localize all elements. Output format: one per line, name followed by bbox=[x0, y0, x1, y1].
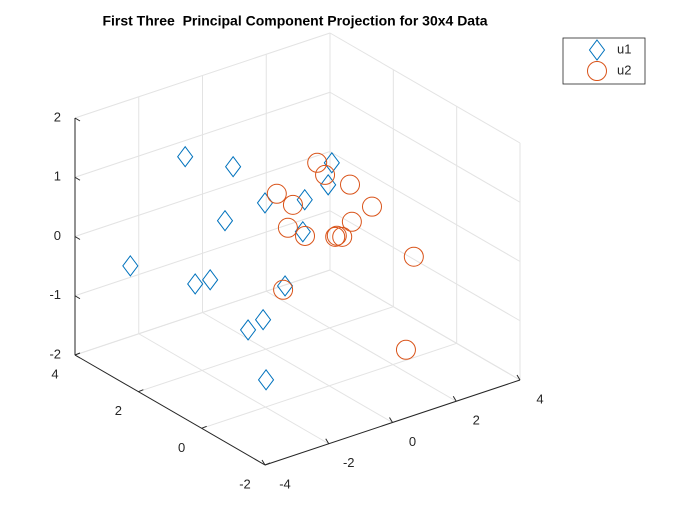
y-tick bbox=[138, 389, 144, 393]
x-tick-label: 2 bbox=[473, 413, 480, 428]
z-tick bbox=[74, 295, 81, 300]
marker-circle bbox=[325, 226, 346, 247]
marker-diamond bbox=[256, 192, 274, 214]
marker-diamond bbox=[224, 155, 242, 178]
marker-circle bbox=[395, 339, 416, 360]
y-tick bbox=[264, 462, 271, 466]
marker-diamond bbox=[177, 145, 194, 168]
z-tick-label: -2 bbox=[49, 346, 61, 361]
grid-line bbox=[201, 342, 457, 429]
x-tick-label: 4 bbox=[536, 391, 543, 406]
marker-diamond bbox=[122, 255, 139, 277]
x-tick-label: -4 bbox=[279, 476, 291, 491]
z-tick-label: 0 bbox=[54, 228, 61, 243]
grid-line bbox=[138, 333, 330, 445]
marker-circle bbox=[587, 61, 607, 81]
marker-circle bbox=[273, 279, 294, 300]
x-tick bbox=[325, 438, 330, 445]
grid-line bbox=[74, 91, 331, 178]
marker-diamond bbox=[257, 369, 275, 391]
z-tick bbox=[74, 176, 81, 181]
marker-circle bbox=[282, 194, 303, 215]
marker-diamond bbox=[202, 269, 219, 291]
grid-line bbox=[329, 32, 521, 144]
marker-diamond bbox=[320, 174, 337, 196]
y-tick-label: 0 bbox=[178, 440, 185, 455]
marker-circle bbox=[295, 225, 316, 246]
z-tick bbox=[74, 236, 81, 240]
marker-diamond bbox=[588, 39, 606, 61]
y-tick-label: 4 bbox=[51, 366, 58, 381]
x-tick-label: 0 bbox=[409, 434, 416, 449]
marker-diamond bbox=[216, 209, 234, 232]
grid-line bbox=[74, 151, 331, 237]
grid-line bbox=[329, 91, 521, 203]
z-tick-label: -1 bbox=[49, 287, 61, 302]
marker-circle bbox=[332, 226, 353, 247]
z-tick-label: 1 bbox=[54, 169, 61, 184]
x-tick bbox=[452, 395, 457, 402]
grid-line bbox=[138, 306, 394, 393]
x-tick bbox=[261, 459, 266, 466]
marker-diamond bbox=[187, 273, 204, 295]
marker-circle bbox=[403, 246, 424, 267]
legend-label: u2 bbox=[617, 62, 631, 77]
grid-line bbox=[265, 290, 457, 402]
grid-line bbox=[329, 151, 521, 262]
marker-diamond bbox=[239, 319, 257, 341]
y-tick bbox=[201, 425, 207, 429]
marker-diamond bbox=[296, 188, 313, 211]
grid-line bbox=[202, 312, 393, 423]
y-tick bbox=[74, 352, 81, 356]
y-axis-line bbox=[74, 354, 266, 466]
marker-circle bbox=[266, 183, 287, 204]
x-tick-label: -2 bbox=[343, 455, 355, 470]
chart-title: First Three Principal Component Projecti… bbox=[102, 13, 487, 29]
marker-circle bbox=[315, 164, 336, 185]
marker-circle bbox=[341, 211, 362, 232]
grid-line bbox=[74, 32, 331, 119]
grid-line bbox=[329, 210, 521, 322]
grid-line bbox=[74, 269, 331, 356]
marker-diamond bbox=[254, 308, 272, 331]
y-tick-label: -2 bbox=[239, 476, 251, 491]
marker-circle bbox=[277, 217, 298, 238]
legend-label: u1 bbox=[617, 41, 631, 56]
marker-diamond bbox=[323, 152, 340, 174]
z-tick-label: 2 bbox=[54, 109, 61, 124]
grid-line bbox=[74, 210, 331, 297]
x-tick bbox=[389, 417, 393, 423]
marker-circle bbox=[362, 196, 382, 217]
marks bbox=[122, 145, 424, 391]
grid-line bbox=[329, 269, 521, 381]
marker-circle bbox=[340, 174, 361, 195]
x-tick bbox=[516, 374, 521, 381]
z-tick bbox=[74, 117, 81, 122]
z-tick bbox=[74, 354, 81, 359]
marker-circle bbox=[307, 152, 328, 173]
legend-box bbox=[562, 37, 646, 85]
axes: -4 -2 0 2 4 -2 0 2 4 -2 -1 0 1 2 bbox=[49, 109, 543, 491]
y-tick-label: 2 bbox=[115, 403, 122, 418]
